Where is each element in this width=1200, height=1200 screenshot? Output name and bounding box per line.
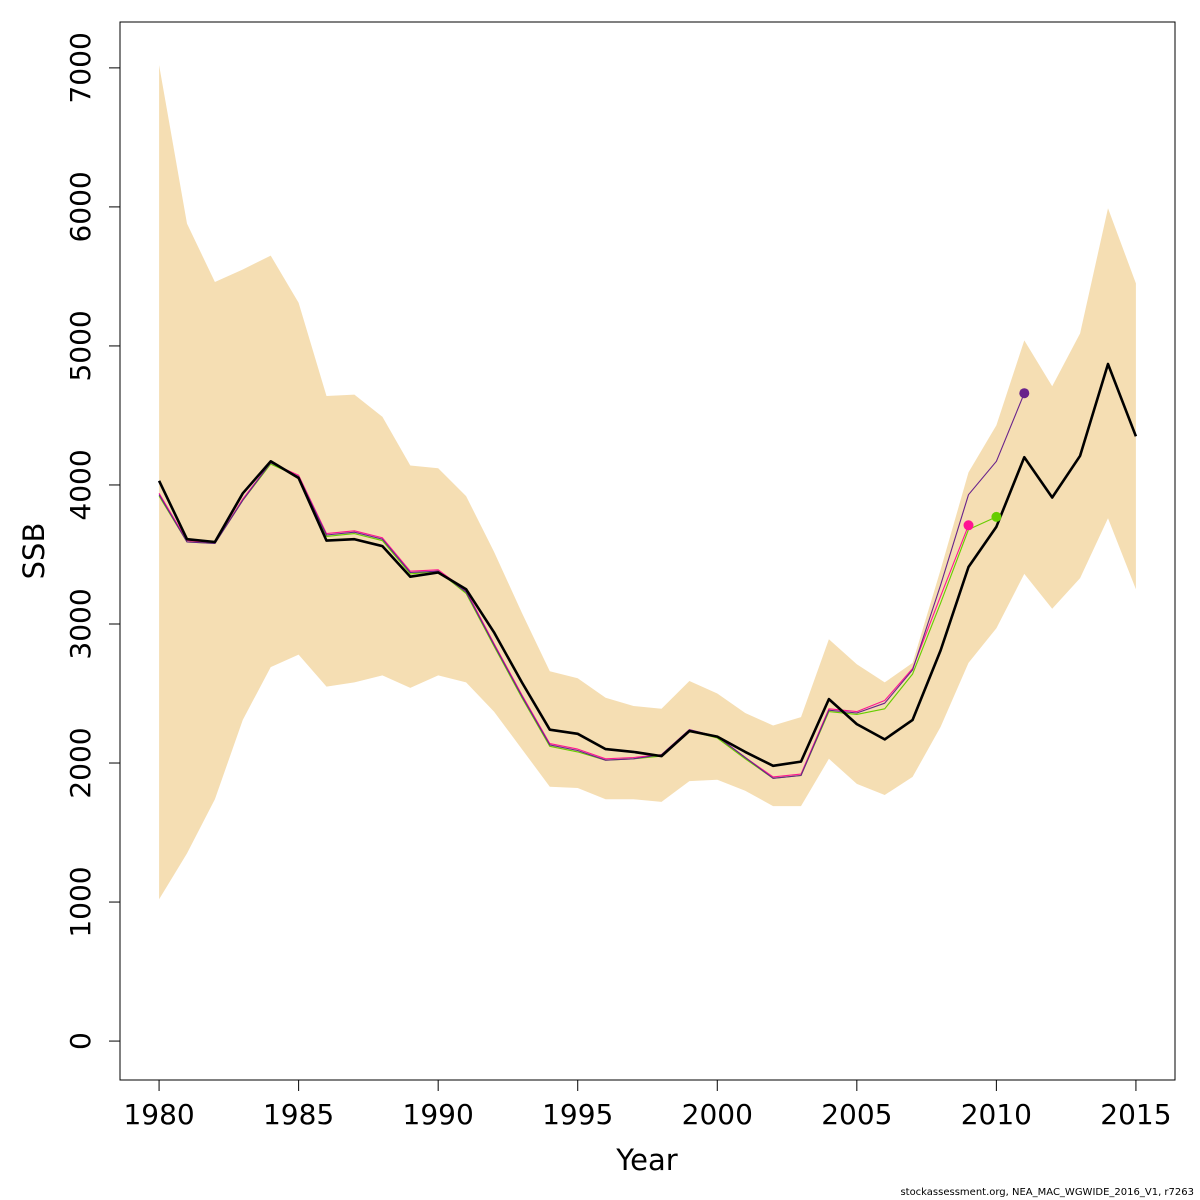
y-tick-label: 7000 [64, 32, 97, 103]
x-tick-label: 1980 [123, 1098, 194, 1131]
y-tick-label: 2000 [64, 727, 97, 798]
confidence-band [159, 65, 1136, 900]
x-tick-label: 2000 [682, 1098, 753, 1131]
series-retro-2010-endpoint [991, 511, 1002, 522]
y-axis-title: SSB [17, 523, 51, 580]
plot-layer [157, 65, 1138, 900]
series-main-line [157, 362, 1138, 768]
series-retro-2011-endpoint [1019, 388, 1030, 399]
x-tick-label: 2015 [1100, 1098, 1171, 1131]
x-tick-label: 1990 [403, 1098, 474, 1131]
y-tick-label: 1000 [64, 866, 97, 937]
x-axis-title: Year [615, 1143, 677, 1177]
source-credit: stockassessment.org, NEA_MAC_WGWIDE_2016… [900, 1187, 1194, 1198]
series-retro-2009-line [158, 462, 970, 778]
y-tick-label: 6000 [64, 171, 97, 242]
y-tick-label: 5000 [64, 310, 97, 381]
y-axis: 0 1000 2000 3000 4000 5000 6000 7000 [64, 32, 121, 1050]
x-axis: 1980 1985 1990 1995 2000 2005 2010 2015 [123, 1079, 1172, 1131]
x-tick-label: 2005 [821, 1098, 892, 1131]
x-tick-label: 2010 [961, 1098, 1032, 1131]
series-retro-2009-endpoint [963, 520, 974, 531]
x-tick-label: 1995 [542, 1098, 613, 1131]
x-tick-label: 1985 [263, 1098, 334, 1131]
y-tick-label: 0 [64, 1032, 97, 1050]
y-tick-label: 3000 [64, 588, 97, 659]
y-tick-label: 4000 [64, 449, 97, 520]
